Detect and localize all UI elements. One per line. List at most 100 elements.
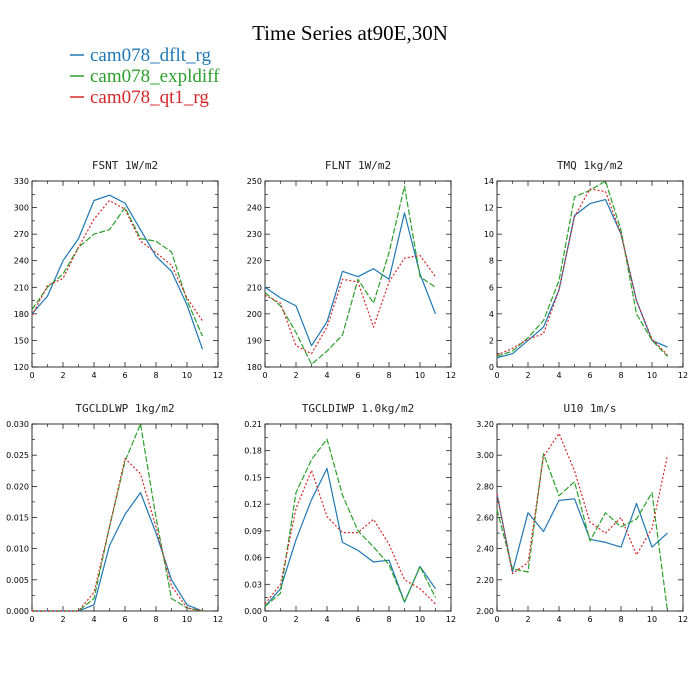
y-tick-label: 220 (247, 257, 262, 266)
x-tick-label: 4 (91, 371, 96, 380)
chart-panel-tgcldiwp: TGCLDIWP 1.0kg/m2 0 2 4 6 8 10 12 0.00 0.03 0.06 0.… (244, 402, 456, 624)
x-tick-label: 8 (386, 615, 391, 624)
x-tick-label: 4 (324, 615, 329, 624)
x-tick-label: 12 (678, 371, 688, 380)
y-tick-label: 0.00 (244, 607, 262, 616)
x-tick-label: 10 (182, 615, 192, 624)
y-tick-label: 0.025 (6, 451, 29, 460)
y-tick-label: 0.015 (6, 514, 29, 523)
y-tick-label: 210 (14, 283, 29, 292)
y-tick-label: 300 (14, 204, 29, 213)
chart-panel-u10: U10 1m/s 0 2 4 6 8 10 12 2.00 2.20 2.40 2.60 2.80 3.0… (476, 402, 688, 624)
x-tick-label: 10 (647, 371, 657, 380)
x-tick-label: 10 (182, 371, 192, 380)
y-tick-label: 3.20 (476, 420, 494, 429)
x-tick-label: 8 (618, 371, 623, 380)
x-tick-label: 0 (262, 371, 267, 380)
x-tick-label: 10 (415, 615, 425, 624)
y-tick-label: 2.80 (476, 482, 494, 491)
series-line-cam078-qt1-rg (264, 469, 436, 605)
x-tick-label: 12 (446, 371, 456, 380)
x-tick-label: 4 (91, 615, 96, 624)
chart-panel-tmq: TMQ 1kg/m2 0 2 4 6 8 10 12 0 2 4 6 8 10 12 14 (484, 159, 688, 380)
chart-panel-flnt: FLNT 1W/m2 0 2 4 6 8 10 12 180 190 200 210 220 230 240… (247, 159, 456, 380)
y-tick-label: 180 (14, 310, 29, 319)
x-tick-label: 0 (494, 371, 499, 380)
x-tick-label: 12 (213, 615, 223, 624)
legend-label: cam078_qt1_rg (90, 87, 209, 108)
y-tick-label: 270 (14, 230, 29, 239)
series-line-cam078-expldiff (264, 185, 436, 365)
y-tick-label: 0.09 (244, 527, 262, 536)
panel-title: FSNT 1W/m2 (92, 159, 158, 172)
series-line-cam078-expldiff (31, 207, 204, 337)
legend-label: cam078_dflt_rg (90, 45, 212, 66)
series-line-cam078-expldiff (264, 438, 437, 607)
panel-title: FLNT 1W/m2 (325, 159, 391, 172)
x-tick-label: 8 (153, 615, 158, 624)
x-tick-label: 2 (525, 615, 530, 624)
y-tick-label: 0.000 (6, 607, 29, 616)
x-tick-label: 2 (60, 615, 65, 624)
y-tick-label: 0.06 (244, 554, 262, 563)
y-tick-label: 0.010 (6, 545, 29, 554)
y-tick-label: 150 (14, 336, 29, 345)
y-tick-label: 240 (247, 204, 262, 213)
y-tick-label: 10 (484, 230, 494, 239)
x-tick-label: 10 (415, 371, 425, 380)
y-tick-label: 120 (14, 363, 29, 372)
plot-frame (264, 180, 452, 368)
x-tick-label: 6 (587, 371, 592, 380)
x-tick-label: 6 (122, 615, 127, 624)
x-tick-label: 4 (556, 615, 561, 624)
y-tick-label: 6 (489, 283, 494, 292)
series-line-cam078-expldiff (496, 453, 669, 612)
y-tick-label: 0.21 (244, 420, 262, 429)
y-tick-label: 0.18 (244, 447, 262, 456)
x-tick-label: 10 (647, 615, 657, 624)
y-tick-label: 250 (247, 177, 262, 186)
y-tick-label: 2 (489, 336, 494, 345)
x-tick-label: 12 (213, 371, 223, 380)
series-line-cam078-qt1-rg (31, 199, 203, 322)
y-tick-label: 190 (247, 336, 262, 345)
y-tick-label: 0.005 (6, 576, 29, 585)
x-tick-label: 0 (262, 615, 267, 624)
plot-frame (31, 423, 219, 612)
legend: cam078_dflt_rg cam078_expldiff cam078_qt… (70, 45, 220, 108)
y-tick-label: 0 (489, 363, 494, 372)
y-tick-label: 0.020 (6, 482, 29, 491)
y-tick-label: 3.00 (476, 451, 494, 460)
x-tick-label: 8 (618, 615, 623, 624)
y-tick-label: 14 (484, 177, 494, 186)
y-tick-label: 2.20 (476, 576, 494, 585)
series-line-cam078-expldiff (32, 423, 203, 612)
x-tick-label: 2 (60, 371, 65, 380)
panel-title: TGCLDIWP 1.0kg/m2 (302, 402, 415, 415)
x-tick-label: 6 (122, 371, 127, 380)
series-line-cam078-dflt-rg (496, 199, 668, 359)
legend-label: cam078_expldiff (90, 66, 220, 87)
y-tick-label: 4 (489, 310, 494, 319)
panel-title: TGCLDLWP 1kg/m2 (75, 402, 174, 415)
y-tick-label: 200 (247, 310, 262, 319)
y-tick-label: 0.030 (6, 420, 29, 429)
x-tick-label: 4 (324, 371, 329, 380)
series-line-cam078-qt1-rg (496, 188, 668, 356)
x-tick-label: 0 (29, 371, 34, 380)
y-tick-label: 240 (14, 257, 29, 266)
x-tick-label: 6 (355, 371, 360, 380)
x-tick-label: 12 (446, 615, 456, 624)
y-tick-label: 2.40 (476, 545, 494, 554)
series-line-cam078-dflt-rg (32, 492, 203, 612)
y-tick-label: 12 (484, 204, 494, 213)
panels: FSNT 1W/m20 2 4 6 8 10 12120150180210240270300… (6, 159, 688, 624)
series-line-cam078-qt1-rg (264, 254, 436, 355)
y-tick-label: 180 (247, 363, 262, 372)
chart-panel-tgcldlwp: TGCLDLWP 1kg/m2 0 2 4 6 8 10 12 0.000 0.005 0.010 0… (6, 402, 223, 624)
series-line-cam078-dflt-rg (31, 194, 204, 350)
series-line-cam078-expldiff (496, 180, 668, 357)
figure-title: Time Series at90E,30N (252, 21, 448, 45)
plot-frame (31, 180, 219, 368)
